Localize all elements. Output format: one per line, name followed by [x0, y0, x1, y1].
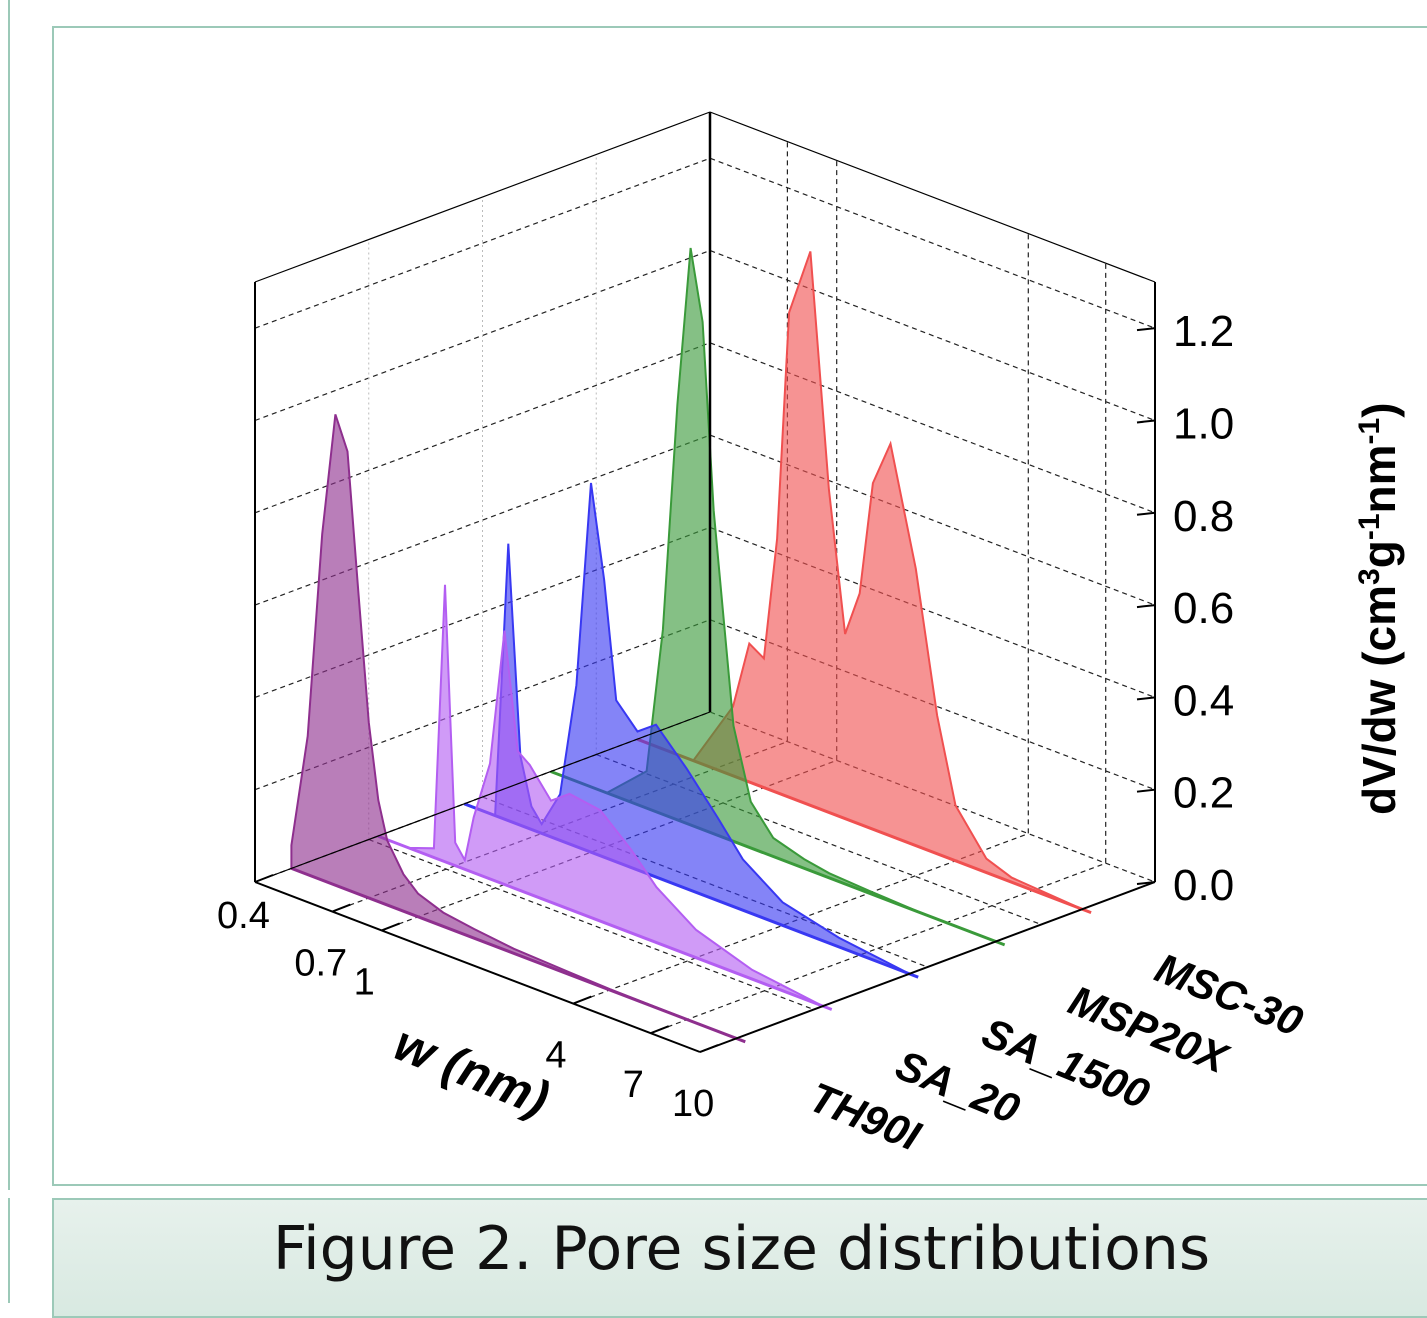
z-tick-mark	[1136, 881, 1156, 885]
x-axis-title: w (nm)	[387, 1015, 557, 1127]
z-axis-title-part: )	[1353, 402, 1405, 417]
series-layer	[290, 247, 1092, 1044]
z-tick-label: 1.2	[1173, 307, 1234, 356]
z-axis-title-part: nm	[1353, 444, 1405, 513]
z-tick-mark	[1136, 327, 1156, 332]
series-baseline	[377, 834, 833, 1011]
x-tick-label: 4	[545, 1035, 566, 1077]
axis-frame-line	[254, 711, 711, 883]
series-grid-line	[368, 838, 814, 1011]
z-grid-line	[254, 711, 1156, 883]
axis-frame-line	[254, 881, 701, 1053]
z-tick-mark	[1136, 511, 1156, 516]
z-tick-mark	[1136, 419, 1156, 424]
x-tick-label: 0.4	[217, 895, 270, 937]
x-tick-label: 1	[354, 961, 375, 1003]
x-grid-line	[573, 233, 1029, 1005]
z-grid-line	[254, 526, 1156, 698]
z-tick-mark	[1136, 788, 1156, 793]
z-tick-label: 0.6	[1173, 584, 1234, 633]
z-tick-label: 0.8	[1173, 492, 1234, 541]
axis-frame-line	[254, 111, 711, 283]
x-grid-line	[650, 263, 1107, 1034]
x-tick-mark	[332, 903, 351, 913]
z-axis-title-part: -1	[1353, 513, 1386, 540]
z-axis-title-part: dV/dw (cm	[1353, 585, 1405, 815]
z-tick-label: 0.2	[1173, 769, 1234, 818]
z-axis-title-part: 3	[1353, 568, 1386, 585]
z-axis-title-part: -1	[1353, 418, 1386, 445]
x-tick-mark	[254, 874, 274, 883]
z-tick-label: 1.0	[1173, 399, 1234, 448]
grid-layer	[254, 112, 1156, 1053]
z-tick-mark	[1136, 604, 1156, 609]
z-grid-line	[254, 249, 1156, 422]
x-tick-mark	[650, 1025, 670, 1035]
frame-layer	[254, 111, 1156, 1053]
chart-panel	[52, 26, 1427, 1186]
axis-frame-line	[699, 881, 1156, 1053]
x-tick-label: 10	[672, 1083, 714, 1125]
x-tick-label: 0.7	[294, 943, 347, 985]
z-grid-line	[254, 157, 1156, 329]
z-tick-mark	[1136, 696, 1156, 701]
figure-caption: Figure 2. Pore size distributions	[272, 1214, 1211, 1284]
z-grid-line	[254, 434, 1156, 606]
z-grid-line	[254, 342, 1156, 514]
left-frame-top	[0, 0, 10, 1190]
left-frame-bottom	[0, 1198, 10, 1303]
series-area-msc-30	[636, 251, 1083, 911]
series-grid-line	[596, 753, 1042, 926]
series-baseline	[290, 866, 746, 1044]
x-tick-label: 7	[623, 1064, 644, 1106]
z-grid-line	[254, 619, 1156, 791]
z-axis-title-part: g	[1353, 540, 1405, 568]
x-tick-mark	[699, 1044, 719, 1053]
caption-panel: Figure 2. Pore size distributions	[52, 1198, 1427, 1318]
axis-frame-line	[709, 111, 1156, 283]
series-area-sa-20	[377, 584, 824, 1008]
z-tick-label: 0.4	[1173, 676, 1234, 725]
x-grid-line	[381, 160, 838, 931]
x-tick-mark	[572, 995, 592, 1005]
z-axis-title: dV/dw (cm3g-1nm-1)	[1353, 402, 1406, 815]
x-tick-mark	[381, 922, 401, 932]
z-tick-label: 0.0	[1173, 861, 1234, 910]
